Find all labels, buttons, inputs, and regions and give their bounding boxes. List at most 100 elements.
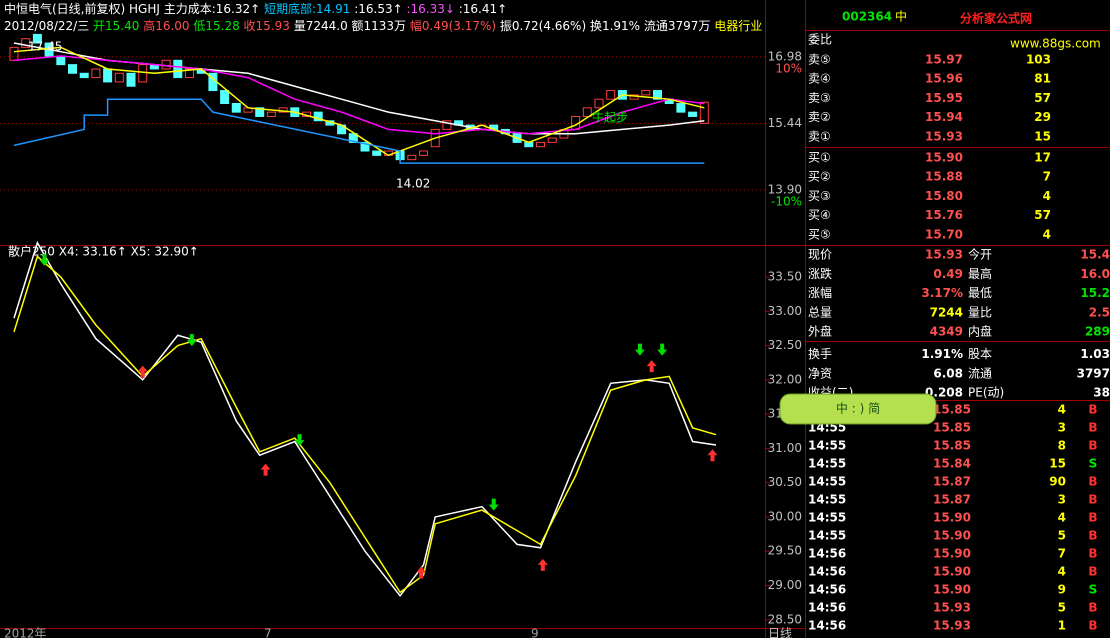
book-price: 15.93 (925, 129, 963, 143)
stock-name: 中 (895, 9, 907, 24)
trade-time: 14:56 (808, 583, 846, 597)
trade-time: 14:56 (808, 547, 846, 561)
trade-price: 15.90 (933, 583, 971, 597)
ratio-label: 委比 (808, 33, 832, 47)
sell-arrow (294, 434, 305, 447)
candle (606, 90, 616, 100)
book-price: 15.76 (925, 208, 963, 222)
header-segment: 收15.93 (244, 19, 294, 33)
header-segment: :16.53↑ (350, 2, 402, 16)
trade-time: 14:55 (808, 511, 846, 525)
candle (442, 120, 452, 130)
book-label: 买④ (808, 208, 831, 222)
stat-value: 3797 (1077, 366, 1110, 380)
trade-side: B (1088, 403, 1097, 417)
trade-side: S (1089, 457, 1098, 471)
candle (9, 46, 19, 61)
stat-label: 总量 (808, 305, 832, 319)
annotation: 17.45 (28, 40, 62, 54)
trade-side: B (1088, 493, 1097, 507)
header-line1: 中恒电气(日线,前复权) HGHJ 主力成本:16.32↑ 短期底部:14.91… (4, 1, 507, 16)
header-segment: 2012/08/22/三 (4, 19, 93, 33)
pct-label: 10% (775, 61, 802, 75)
candle (266, 111, 276, 117)
y-tick-label: 33.50 (768, 270, 802, 284)
widget-text[interactable]: 中 : ) 简 (836, 401, 880, 416)
candle (653, 90, 662, 100)
stat-value: 1.03 (1080, 347, 1110, 361)
book-vol: 4 (1043, 189, 1051, 203)
indicator-title: 散户250 X4: 33.16↑ X5: 32.90↑ (8, 244, 199, 259)
annotation: 牛起步 (592, 110, 628, 125)
candle (360, 141, 370, 152)
stat-value: 4349 (930, 325, 963, 339)
book-price: 15.90 (925, 151, 963, 165)
book-label: 卖⑤ (808, 53, 831, 67)
book-price: 15.97 (925, 53, 963, 67)
y-tick-label: 32.00 (768, 372, 802, 386)
trade-price: 15.87 (933, 475, 971, 489)
stat-value: 16.0 (1080, 267, 1110, 281)
stat-value: 6.08 (933, 366, 963, 380)
trade-vol: 3 (1058, 421, 1066, 435)
trade-side: B (1088, 565, 1097, 579)
candle (126, 72, 136, 87)
widget[interactable] (779, 393, 937, 425)
header-segment: 高16.00 (143, 18, 193, 33)
trade-vol: 4 (1058, 403, 1066, 417)
candle (173, 59, 183, 79)
y-tick-label: 13.90 (768, 182, 802, 196)
trade-price: 15.85 (933, 421, 971, 435)
candle (676, 103, 686, 113)
candle (547, 137, 557, 143)
y-tick-label: 15.44 (768, 116, 802, 130)
stat-label: 最低 (968, 286, 992, 300)
logo-url: www.88gs.com (1010, 37, 1101, 51)
book-vol: 29 (1034, 110, 1051, 124)
trade-side: B (1088, 547, 1097, 561)
y-tick-label: 29.00 (768, 578, 802, 592)
stat-label: 股本 (968, 347, 992, 361)
stat-value: 38 (1093, 386, 1110, 400)
candle (313, 111, 323, 122)
trade-side: B (1088, 421, 1097, 435)
trade-price: 15.85 (933, 403, 971, 417)
buy-arrow (537, 558, 548, 571)
sell-arrow (39, 253, 50, 266)
trade-price: 15.93 (933, 601, 971, 615)
stat-label: 现价 (808, 248, 832, 262)
trade-vol: 1 (1058, 619, 1066, 633)
book-label: 买② (808, 170, 831, 184)
trade-price: 15.90 (933, 547, 971, 561)
y-tick-label: 29.50 (768, 544, 802, 558)
book-vol: 15 (1034, 129, 1051, 143)
trade-time: 14:55 (808, 529, 846, 543)
stat-label: 流通 (968, 366, 992, 380)
candle (103, 68, 113, 83)
header-segment: :16.33↓ (403, 2, 455, 16)
book-price: 15.70 (925, 227, 963, 241)
annotation: 14.02 (396, 177, 430, 191)
trade-vol: 5 (1058, 529, 1066, 543)
book-vol: 57 (1034, 91, 1051, 105)
buy-arrow (416, 566, 427, 579)
buy-arrow (260, 463, 271, 476)
stat-label: 涨跌 (808, 266, 832, 281)
sell-arrow (488, 498, 499, 511)
time-label: 日线 (768, 627, 792, 638)
book-label: 买⑤ (808, 227, 831, 241)
trade-side: B (1088, 619, 1097, 633)
stat-label: 量比 (968, 305, 992, 319)
book-label: 卖① (808, 129, 831, 143)
header-segment: 开15.40 (93, 19, 143, 33)
header-segment: 振0.72(4.66%) 换1.91% 流通3797万 (500, 19, 714, 33)
trade-side: B (1088, 601, 1097, 615)
stat-value: 15.2 (1080, 286, 1110, 300)
buy-arrow (707, 449, 718, 462)
trade-price: 15.90 (933, 565, 971, 579)
stat-label: 净资 (808, 366, 832, 380)
stat-value: 3.17% (921, 286, 963, 300)
trade-price: 15.93 (933, 619, 971, 633)
stat-value: 15.4 (1080, 248, 1110, 262)
stat-label: 内盘 (968, 324, 992, 339)
